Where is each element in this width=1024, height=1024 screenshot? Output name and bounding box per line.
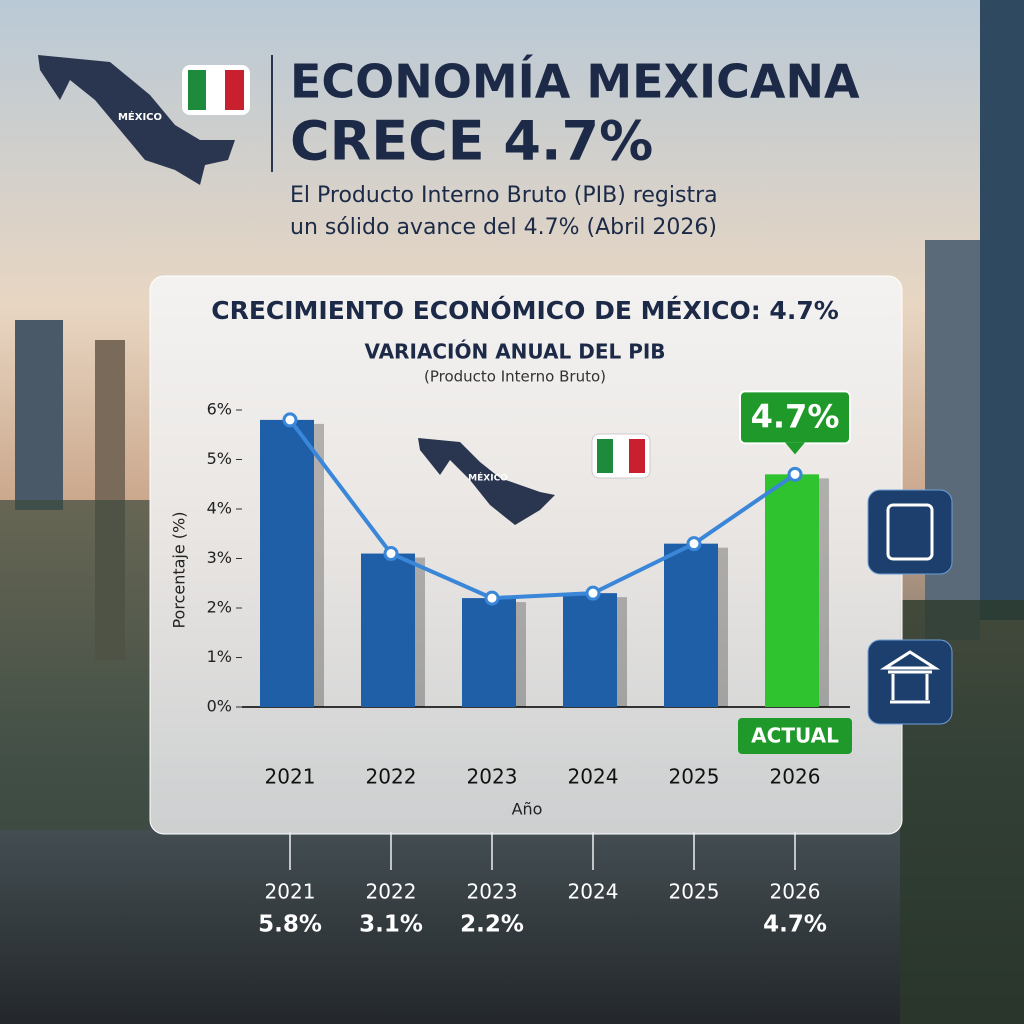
bar-side bbox=[718, 547, 728, 707]
summary-value: 5.8% bbox=[258, 912, 322, 938]
map-label: MÉXICO bbox=[118, 110, 162, 123]
building bbox=[980, 0, 1024, 620]
annotation-box bbox=[738, 718, 852, 754]
summary-year: 2022 bbox=[366, 880, 417, 904]
x-tick-label: 2024 bbox=[568, 765, 619, 789]
building bbox=[925, 240, 980, 640]
summary-year: 2025 bbox=[669, 880, 720, 904]
chart-title: CRECIMIENTO ECONÓMICO DE MÉXICO: 4.7% bbox=[211, 295, 839, 325]
trend-point bbox=[383, 546, 399, 562]
flag-white bbox=[206, 70, 225, 110]
summary-year: 2024 bbox=[568, 880, 619, 904]
y-tick-label: 0% bbox=[207, 697, 232, 716]
building bbox=[15, 320, 63, 510]
x-axis-label: Año bbox=[512, 800, 543, 819]
bar-side bbox=[415, 557, 425, 707]
trees bbox=[0, 500, 150, 830]
y-axis-label: Porcentaje (%) bbox=[170, 511, 189, 628]
y-tick-label: 5% bbox=[207, 449, 232, 468]
summary-value: 3.1% bbox=[359, 912, 423, 938]
flag-red bbox=[225, 70, 244, 110]
summary-year: 2026 bbox=[770, 880, 821, 904]
x-tick-label: 2021 bbox=[265, 765, 316, 789]
bar-side bbox=[314, 423, 324, 707]
x-tick-label: 2025 bbox=[669, 765, 720, 789]
map bbox=[38, 55, 235, 185]
y-tick-label: 2% bbox=[207, 598, 232, 617]
trend-line bbox=[288, 418, 797, 601]
y-tick-label: 3% bbox=[207, 548, 232, 567]
map-label: MÉXICO bbox=[468, 472, 508, 484]
headline: ECONOMÍA MEXICANA bbox=[290, 55, 860, 109]
bar bbox=[563, 593, 617, 707]
chart-subtitle: (Producto Interno Bruto) bbox=[424, 368, 606, 386]
x-tick-label: 2022 bbox=[366, 765, 417, 789]
bank-icon bbox=[867, 639, 953, 725]
bar-side bbox=[617, 597, 627, 707]
trend-point bbox=[686, 536, 702, 552]
summary-value: 2.2% bbox=[460, 912, 524, 938]
trend-point bbox=[484, 590, 500, 606]
bar-side bbox=[819, 478, 829, 707]
bar bbox=[664, 543, 718, 707]
bar-side bbox=[516, 602, 526, 707]
calculator-glyph bbox=[886, 503, 934, 561]
y-tick-label: 1% bbox=[207, 647, 232, 666]
headline: CRECE 4.7% bbox=[290, 110, 653, 173]
bar bbox=[260, 419, 314, 707]
y-tick-label: 4% bbox=[207, 499, 232, 518]
trend-point bbox=[282, 412, 298, 428]
bar bbox=[765, 474, 819, 707]
badge-pointer bbox=[785, 442, 805, 455]
x-tick-label: 2026 bbox=[770, 765, 821, 789]
calculator-icon bbox=[867, 489, 953, 575]
annotation: ACTUAL bbox=[751, 724, 839, 748]
summary-year: 2021 bbox=[265, 880, 316, 904]
chart-subtitle: VARIACIÓN ANUAL DEL PIB bbox=[364, 340, 665, 364]
flag-green bbox=[597, 439, 613, 473]
x-tick-label: 2023 bbox=[467, 765, 518, 789]
flag-white bbox=[613, 439, 629, 473]
bar bbox=[462, 598, 516, 707]
subtitle: un sólido avance del 4.7% (Abril 2026) bbox=[290, 215, 717, 240]
trend-point bbox=[787, 466, 803, 482]
bar bbox=[361, 553, 415, 707]
flag-red bbox=[629, 439, 645, 473]
subtitle: El Producto Interno Bruto (PIB) registra bbox=[290, 183, 718, 208]
y-tick-label: 6% bbox=[207, 400, 232, 419]
bank-glyph bbox=[879, 650, 941, 704]
summary-year: 2023 bbox=[467, 880, 518, 904]
summary-value: 4.7% bbox=[763, 912, 827, 938]
trend-point bbox=[585, 585, 601, 601]
flag-green bbox=[188, 70, 206, 110]
map bbox=[418, 438, 555, 525]
value-label: 4.7% bbox=[751, 397, 840, 435]
